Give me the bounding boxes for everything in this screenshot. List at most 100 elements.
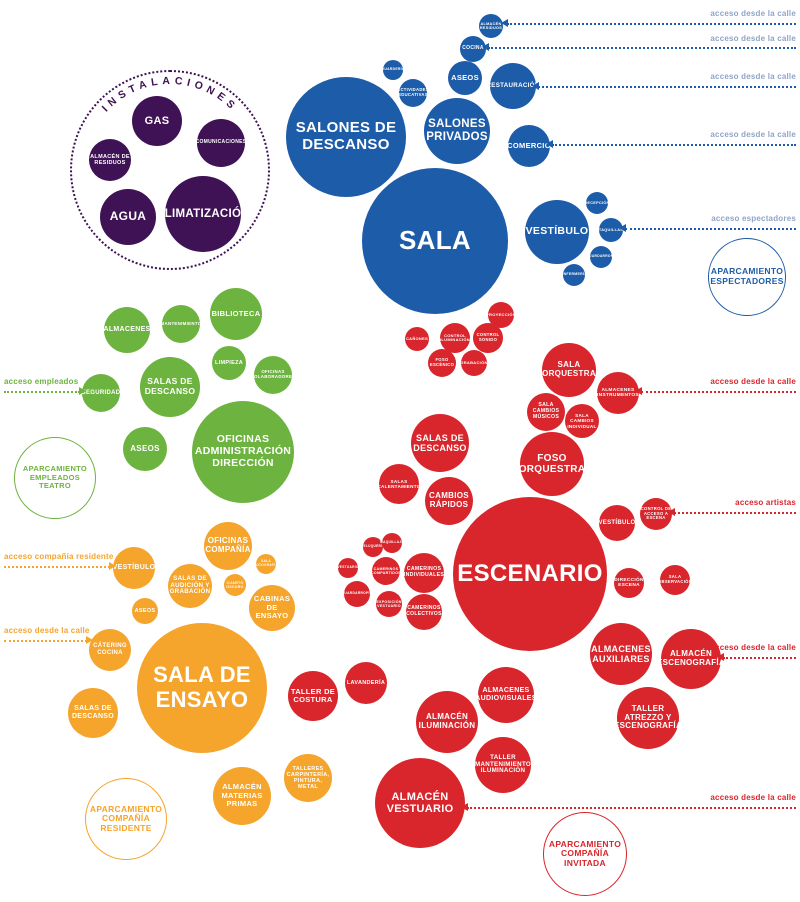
bubble-label-grabacion: GRABACIÓN <box>460 359 488 365</box>
bubble-label-salas-audicion-grabacion: SALAS DE AUDICIÓN Y GRABACIÓN <box>169 574 211 596</box>
bubble-label-gas: GAS <box>144 114 170 127</box>
bubble-label-biblioteca: BIBLIOTECA <box>211 308 261 318</box>
arrow-acceso-calle-2 <box>482 43 796 51</box>
bubble-oficinas-compania: OFICINAS COMPAÑÍA <box>204 522 252 570</box>
arrow-label-acceso-artistas: acceso artistas <box>735 498 796 507</box>
arrow-acceso-empleados <box>4 387 86 395</box>
bubble-label-lavanderia: LAVANDERÍA <box>346 679 386 686</box>
bubble-label-oficinas-administracion-direccion: OFICINAS ADMINISTRACIÓN DIRECCIÓN <box>194 433 292 469</box>
arrow-line-acceso-calle-4 <box>552 144 796 146</box>
bubble-sala-orquestra: SALA ORQUESTRA <box>542 343 596 397</box>
arrow-line-acceso-calle-izquierda <box>4 640 87 642</box>
bubble-aparcamiento-compania-invitada: APARCAMIENTO COMPAÑÍA INVITADA <box>543 812 627 896</box>
bubble-label-aparcamiento-empleados-teatro: APARCAMIENTO EMPLEADOS TEATRO <box>22 464 88 491</box>
bubble-foso-orquestra: FOSO ORQUESTRA <box>519 432 585 496</box>
arrowhead-icon-acceso-espectadores <box>619 224 626 232</box>
bubble-label-almacen-escenografia: ALMACÉN ESCENOGRAFÍA <box>656 649 726 667</box>
arrow-acceso-espectadores <box>619 224 796 232</box>
bubble-almacenes-audiovisuales: ALMACENES AUDIOVISUALES <box>475 667 536 723</box>
bubble-label-peluqueria: PELUQUERÍA <box>361 544 385 549</box>
bubble-canones: CAÑONES <box>405 327 429 351</box>
arrow-acceso-calle-4 <box>546 140 796 148</box>
bubble-sala-observacion: SALA OBSERVACIÓN <box>657 565 693 595</box>
bubble-label-salas-de-descanso-oficinas: SALAS DE DESCANSO <box>144 376 196 396</box>
bubble-label-canones: CAÑONES <box>405 335 429 341</box>
bubble-label-restauracion: RESTAURACIÓN <box>486 81 540 89</box>
arrow-line-acceso-artistas <box>674 512 796 514</box>
bubble-control-sonido: CONTROL SONIDO <box>473 323 503 353</box>
bubble-cabinas-de-ensayo: CABINAS DE ENSAYO <box>249 585 295 631</box>
bubble-taller-de-costura: TALLER DE COSTURA <box>288 671 338 721</box>
bubble-oficinas-colaboradores: OFICINAS COLABORADORES <box>251 356 295 394</box>
bubble-escenario: ESCENARIO <box>453 497 607 651</box>
bubble-salas-de-descanso-oficinas: SALAS DE DESCANSO <box>140 357 200 417</box>
bubble-sala-fotografia: SALA FOTOGRAFÍA <box>254 554 278 574</box>
bubble-label-salones-privados: SALONES PRIVADOS <box>426 118 488 143</box>
bubble-almacenes-oficinas: ALMACENES <box>103 307 150 353</box>
bubble-label-guarderia: GUARDERÍA <box>381 67 405 72</box>
arrowhead-icon-acceso-calle-7 <box>461 803 468 811</box>
arrow-line-acceso-calle-7 <box>467 807 796 809</box>
bubble-label-sala-orquestra: SALA ORQUESTRA <box>542 360 596 378</box>
bubble-label-vestuario: VESTUARIO <box>337 565 359 570</box>
bubble-label-almacen-vestuario: ALMACÉN VESTUARIO <box>386 790 454 815</box>
arrowhead-icon-acceso-calle-6 <box>717 653 724 661</box>
arrow-label-acceso-calle-4: acceso desde la calle <box>710 130 796 139</box>
arrowhead-icon-acceso-artistas <box>668 508 675 516</box>
bubble-vestibulo-ensayo: VESTÍBULO <box>113 547 155 589</box>
arrow-label-acceso-calle-5: acceso desde la calle <box>710 377 796 386</box>
bubble-peluqueria: PELUQUERÍA <box>361 537 385 557</box>
arrowhead-icon-acceso-calle-izquierda <box>86 636 93 644</box>
bubble-label-guardarropia: GUARDARROPÍA <box>341 591 373 596</box>
bubble-label-control-sonido: CONTROL SONIDO <box>476 332 500 342</box>
arrow-label-acceso-compania-residente: acceso compañía residente <box>4 552 114 561</box>
arrow-label-acceso-calle-6: acceso desde la calle <box>710 643 796 652</box>
bubble-limpieza: LIMPIEZA <box>212 346 246 380</box>
bubble-almacenes-instrumentos: ALMACENES INSTRUMENTOS <box>597 372 639 414</box>
bubble-label-recepcion: RECEPCIÓN <box>584 200 610 205</box>
arrow-acceso-compania-residente <box>4 562 116 570</box>
bubble-label-vestibulo-escenario: VESTÍBULO <box>598 519 636 526</box>
arrowhead-icon-acceso-calle-5 <box>635 387 642 395</box>
bubble-label-sala-cambios-individual: SALA CAMBIOS INDIVIDUAL <box>567 413 597 429</box>
bubble-sala-de-ensayo: SALA DE ENSAYO <box>137 623 267 753</box>
bubble-label-control-acceso-escena: CONTROL DE ACCESO A ESCENA <box>640 505 672 521</box>
bubble-label-camerinos-colectivos: CAMERINOS COLECTIVOS <box>406 605 442 617</box>
bubble-label-direccion-escena: DIRECCIÓN ESCENA <box>614 577 644 588</box>
bubble-label-seguridad: SEGURIDAD <box>81 389 121 396</box>
bubble-aparcamiento-espectadores: APARCAMIENTO ESPECTADORES <box>708 238 786 316</box>
bubble-label-oficinas-colaboradores: OFICINAS COLABORADORES <box>250 369 296 379</box>
bubble-label-almacen-residuos-sala: ALMACÉN RESIDUOS <box>479 21 503 30</box>
bubble-salones-de-descanso: SALONES DE DESCANSO <box>286 77 406 197</box>
arrow-acceso-calle-izquierda <box>4 636 93 644</box>
bubble-almacen-vestuario: ALMACÉN VESTUARIO <box>375 758 465 848</box>
bubble-guarderia: GUARDERÍA <box>381 60 405 80</box>
arrow-label-acceso-calle-7: acceso desde la calle <box>710 793 796 802</box>
bubble-actividades-educativas: ACTIVIDADES EDUCATIVAS <box>397 79 429 107</box>
bubble-salas-de-descanso-escenario: SALAS DE DESCANSO <box>411 414 469 472</box>
arrow-line-acceso-calle-6 <box>723 657 796 659</box>
bubble-catering-cocina: CÁTERING COCINA <box>89 629 131 671</box>
bubble-almacen-residuos-sala: ALMACÉN RESIDUOS <box>479 14 503 38</box>
bubble-lavanderia: LAVANDERÍA <box>345 662 387 704</box>
bubble-sala: SALA <box>362 168 508 314</box>
bubble-cocina: COCINA <box>460 36 486 62</box>
bubble-label-catering-cocina: CÁTERING COCINA <box>93 643 127 656</box>
bubble-aseos-oficinas: ASEOS <box>123 427 167 471</box>
bubble-label-vestibulo-ensayo: VESTÍBULO <box>112 564 156 572</box>
bubble-label-salas-de-descanso-ensayo: SALAS DE DESCANSO <box>71 705 115 720</box>
bubble-label-aseos-sala: ASEOS <box>451 72 479 82</box>
bubble-aparcamiento-empleados-teatro: APARCAMIENTO EMPLEADOS TEATRO <box>14 437 96 519</box>
bubble-label-sala-observacion: SALA OBSERVACIÓN <box>657 574 693 584</box>
bubble-taller-atrezzo-escenografia: TALLER ATREZZO Y ESCENOGRAFÍA <box>614 687 682 749</box>
arrow-label-acceso-espectadores: acceso espectadores <box>711 214 796 223</box>
bubble-climatizacion: CLIMATIZACIÓN <box>156 176 250 252</box>
bubble-sala-cambios-musicos: SALA CAMBIOS MÚSICOS <box>527 393 565 431</box>
arrow-label-acceso-empleados: acceso empleados <box>4 377 79 386</box>
bubble-mantenimiento: MANTENIMIENTO <box>161 305 201 343</box>
bubble-exposicion-vestuario: EXPOSICIÓN VESTUARIO <box>376 591 402 617</box>
bubble-label-escenario: ESCENARIO <box>457 559 603 587</box>
arrowhead-icon-acceso-calle-2 <box>482 43 489 51</box>
bubble-label-exposicion-vestuario: EXPOSICIÓN VESTUARIO <box>376 599 402 608</box>
bubble-direccion-escena: DIRECCIÓN ESCENA <box>614 568 644 598</box>
